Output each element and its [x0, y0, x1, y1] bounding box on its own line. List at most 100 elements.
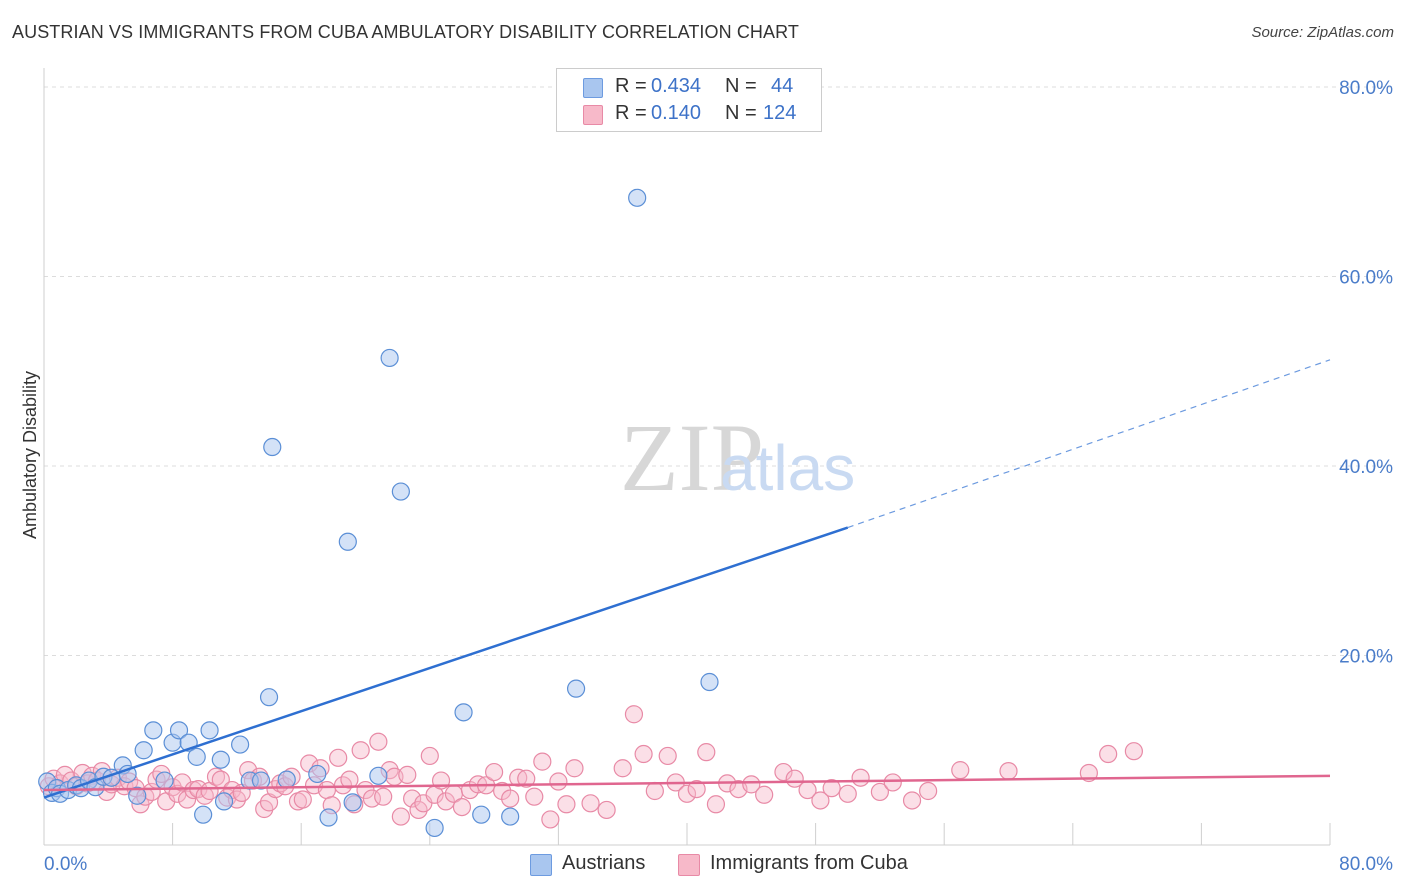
- cuba-point: [293, 790, 312, 809]
- austrian-point: [251, 771, 271, 790]
- austrian-point: [134, 741, 153, 760]
- cuba-point: [485, 762, 504, 782]
- austrian-point: [308, 764, 327, 784]
- austrians-legend-label: Austrians: [562, 852, 646, 874]
- cuba-point: [870, 782, 890, 802]
- watermark-zip: ZIP: [620, 404, 764, 511]
- austrian-point: [144, 721, 163, 740]
- cuba-point: [391, 807, 410, 826]
- austrian-point: [391, 482, 410, 501]
- cuba-point: [951, 761, 970, 780]
- cuba-swatch: [583, 105, 603, 125]
- austrian-points: [38, 188, 719, 838]
- cuba-point: [999, 761, 1018, 781]
- cuba-point: [398, 765, 417, 784]
- x-tick-label: 0.0%: [44, 854, 87, 875]
- austrian-point: [380, 348, 399, 368]
- austrians-swatch: [583, 78, 603, 98]
- cuba-point: [883, 773, 902, 792]
- austrian-point: [211, 750, 230, 769]
- y-tick-label: 60.0%: [1339, 267, 1393, 288]
- cuba-point: [851, 768, 870, 787]
- cuba-point: [774, 762, 793, 782]
- cuba-point: [624, 705, 644, 724]
- n-value: 124: [763, 102, 797, 124]
- austrian-point: [214, 792, 234, 811]
- n-label: N =: [725, 75, 757, 97]
- cuba-point: [822, 779, 841, 798]
- cuba-point: [677, 784, 697, 803]
- cuba-point: [811, 791, 830, 810]
- cuba-point: [525, 787, 544, 806]
- austrians-trend-line: [43, 526, 849, 799]
- cuba-point: [206, 767, 226, 786]
- austrians-legend-swatch: [530, 854, 552, 876]
- r-value: 0.434: [651, 75, 702, 97]
- y-tick-label: 80.0%: [1339, 78, 1393, 99]
- cuba-point: [501, 789, 520, 808]
- cuba-legend-label: Immigrants from Cuba: [710, 852, 908, 874]
- cuba-point: [329, 748, 348, 767]
- austrian-point: [194, 805, 213, 824]
- cuba-point: [658, 746, 677, 766]
- austrian-point: [338, 532, 357, 551]
- cuba-point: [317, 780, 337, 800]
- r-label: R =: [615, 102, 647, 124]
- chart-title: AUSTRIAN VS IMMIGRANTS FROM CUBA AMBULAT…: [12, 22, 800, 42]
- cuba-point: [697, 743, 716, 762]
- cuba-point: [742, 775, 761, 794]
- cuba-point: [687, 779, 706, 799]
- cuba-legend-swatch: [678, 854, 700, 876]
- x-tick-label: 80.0%: [1339, 854, 1393, 875]
- cuba-point: [374, 787, 393, 806]
- cuba-point: [565, 759, 584, 778]
- cuba-point: [755, 785, 774, 804]
- cuba-point: [541, 810, 560, 829]
- cuba-point: [517, 769, 536, 788]
- n-value: 44: [771, 75, 794, 97]
- cuba-point: [645, 781, 664, 801]
- x-ticks: 0.0% 80.0%: [44, 854, 1393, 875]
- austrian-point: [231, 735, 250, 754]
- cuba-trend-line: [43, 774, 1331, 792]
- r-value: 0.140: [651, 102, 702, 124]
- y-axis-label: Ambulatory Disability: [20, 371, 40, 539]
- austrian-point: [454, 703, 473, 722]
- austrian-point: [128, 786, 147, 805]
- austrian-point: [472, 805, 491, 824]
- trend-lines: [43, 359, 1331, 799]
- austrian-point: [319, 808, 338, 827]
- cuba-point: [706, 795, 726, 814]
- cuba-point: [549, 772, 568, 791]
- austrian-point: [566, 679, 586, 698]
- cuba-point: [452, 797, 472, 817]
- austrians-trend-extension: [847, 359, 1331, 529]
- austrian-point: [343, 793, 362, 812]
- y-ticks: 20.0% 40.0% 60.0% 80.0%: [1339, 78, 1393, 668]
- cuba-point: [362, 789, 382, 808]
- cuba-point: [340, 770, 359, 789]
- watermark-atlas: atlas: [720, 432, 855, 504]
- n-label: N =: [725, 102, 757, 124]
- cuba-point: [420, 746, 439, 766]
- y-tick-label: 40.0%: [1339, 457, 1393, 478]
- cuba-point: [351, 741, 370, 760]
- austrian-point: [259, 688, 279, 707]
- cuba-point: [369, 732, 388, 751]
- austrian-point: [700, 672, 719, 692]
- y-tick-label: 20.0%: [1339, 646, 1393, 667]
- austrian-point: [263, 437, 282, 457]
- austrian-point: [200, 721, 219, 740]
- cuba-point: [597, 800, 616, 820]
- austrian-point: [628, 188, 647, 207]
- cuba-point: [403, 789, 422, 808]
- cuba-point: [838, 784, 857, 803]
- cuba-point: [1124, 742, 1143, 761]
- austrian-point: [155, 771, 174, 790]
- austrian-point: [369, 766, 388, 785]
- austrian-point: [501, 807, 520, 826]
- cuba-point: [177, 790, 197, 809]
- source-label: Source: ZipAtlas.com: [1251, 24, 1394, 41]
- r-label: R =: [615, 75, 647, 97]
